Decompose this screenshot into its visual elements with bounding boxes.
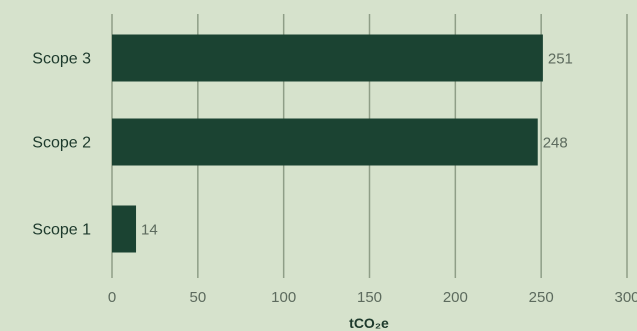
x-tick-labels: 0 50 100 150 200 250 300 (108, 289, 637, 306)
value-label-scope-3: 251 (548, 51, 573, 68)
bar-scope-3 (112, 34, 543, 82)
x-tick-label-300: 300 (614, 289, 637, 306)
x-tick-label-250: 250 (529, 289, 554, 306)
x-tick-label-150: 150 (357, 289, 382, 306)
value-label-scope-2: 248 (543, 135, 568, 152)
x-axis-title: tCO₂e (349, 315, 389, 331)
value-labels: 251 248 14 (141, 51, 573, 239)
x-tick-label-200: 200 (443, 289, 468, 306)
category-label-scope-3: Scope 3 (32, 51, 91, 68)
bar-scope-2 (112, 118, 538, 166)
category-labels: Scope 3 Scope 2 Scope 1 (32, 51, 91, 239)
category-label-scope-2: Scope 2 (32, 135, 91, 152)
x-tick-label-50: 50 (189, 289, 206, 306)
bars (112, 34, 543, 253)
category-label-scope-1: Scope 1 (32, 222, 91, 239)
x-tick-label-100: 100 (271, 289, 296, 306)
value-label-scope-1: 14 (141, 222, 158, 239)
bar-scope-1 (112, 205, 137, 253)
x-tick-label-0: 0 (108, 289, 116, 306)
